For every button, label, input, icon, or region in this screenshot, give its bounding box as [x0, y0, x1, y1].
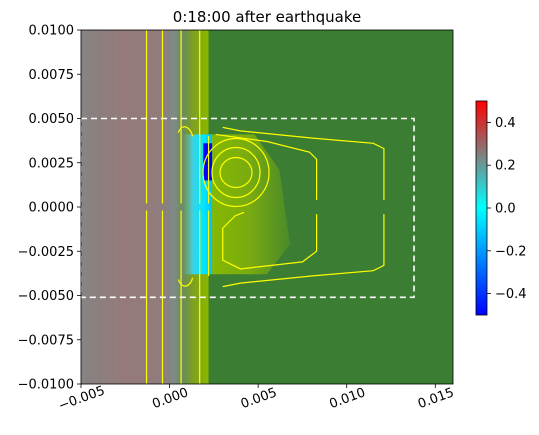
- x-tick-label: 0.000: [150, 385, 190, 412]
- deep-trough-field: [203, 143, 213, 181]
- y-tick-label: 0.0000: [29, 201, 75, 216]
- plot-area: [81, 30, 453, 384]
- y-tick-label: 0.0100: [29, 24, 75, 39]
- x-tick-label: 0.010: [327, 385, 367, 412]
- contour-line: [222, 211, 318, 270]
- contour-line: [215, 133, 318, 200]
- y-axis: 0.0100 0.0075 0.0050 0.0025 0.0000 −0.0025 −0.…: [18, 24, 81, 393]
- contour-line: [177, 126, 194, 137]
- y-tick-label: −0.0075: [18, 333, 74, 348]
- contour-line: [222, 126, 385, 200]
- y-tick-label: 0.0025: [29, 156, 75, 171]
- colorbar-tick-label: 0.4: [495, 116, 516, 131]
- region-box: [81, 117, 415, 299]
- colorbar-tick-label: 0.0: [495, 202, 516, 217]
- y-tick-label: −0.0050: [18, 289, 74, 304]
- contour-ring: [211, 146, 261, 199]
- contour-line: [222, 214, 385, 288]
- contour-line: [177, 277, 194, 287]
- y-tick-label: −0.0025: [18, 245, 74, 260]
- chart-title: 0:18:00 after earthquake: [173, 8, 361, 26]
- colorbar-tick-label: −0.2: [495, 244, 527, 259]
- x-tick-label: 0.005: [239, 385, 279, 412]
- colorbar-tick-label: 0.2: [495, 159, 516, 174]
- colorbar-tick-label: −0.4: [495, 287, 527, 302]
- x-axis: −0.005 0.000 0.005 0.010 0.015: [57, 383, 457, 414]
- contour-ring: [219, 156, 253, 189]
- y-tick-label: 0.0075: [29, 68, 75, 83]
- y-tick-label: −0.0100: [18, 378, 74, 393]
- colorbar-gradient-bar: [476, 101, 487, 315]
- contour-lines: [145, 30, 385, 384]
- x-tick-label: 0.015: [416, 385, 456, 412]
- contour-ring: [202, 137, 270, 208]
- colorbar: 0.4 0.2 0.0 −0.2 −0.4: [475, 100, 527, 316]
- y-tick-label: 0.0050: [29, 112, 75, 127]
